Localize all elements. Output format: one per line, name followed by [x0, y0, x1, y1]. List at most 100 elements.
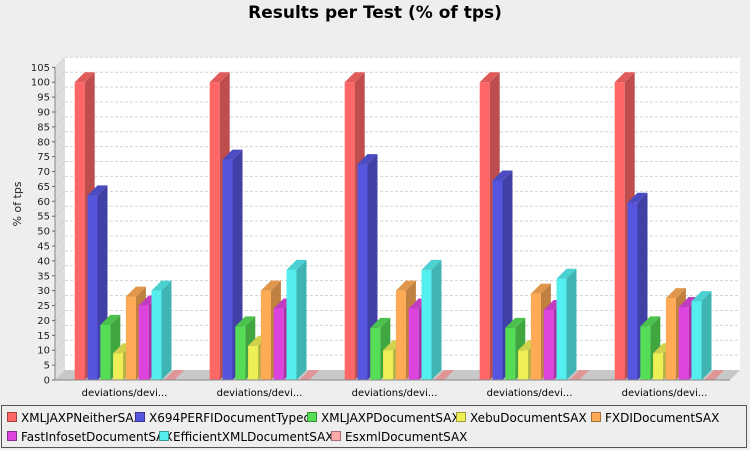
bar-top: [569, 370, 590, 380]
bar-front: [370, 327, 381, 380]
bar-top: [640, 316, 661, 327]
bar-top: [222, 149, 243, 160]
bar-front: [344, 82, 355, 380]
chart-title: Results per Test (% of tps): [248, 3, 502, 23]
bar-front: [691, 301, 702, 380]
bar-top: [614, 72, 635, 83]
bar-front: [530, 293, 541, 380]
y-tick-label: 5: [44, 361, 50, 372]
gridline-side: [54, 131, 66, 143]
y-tick-label: 10: [37, 346, 50, 357]
gridline-side: [54, 339, 66, 351]
bar-front: [614, 82, 625, 380]
gridline-side: [54, 190, 66, 202]
gridline-side: [54, 265, 66, 277]
bar-front: [678, 307, 689, 380]
bar-front: [479, 82, 490, 380]
gridline-side: [54, 161, 66, 172]
legend-label: XMLJAXPNeitherSAX: [21, 411, 142, 425]
bar-front: [209, 82, 220, 380]
gridline-side: [54, 324, 66, 336]
bar-top: [125, 286, 146, 297]
bar-front: [235, 326, 246, 380]
bar-top: [260, 280, 281, 291]
bar-front: [556, 278, 567, 380]
bar-top: [357, 154, 378, 165]
bar-front: [421, 269, 432, 380]
legend-label: EsxmlDocumentSAX: [345, 430, 468, 444]
bar-top: [286, 259, 307, 270]
y-tick-label: 35: [37, 271, 50, 282]
y-axis: 0 5 10 15 20 25 30 35 40 45 50 55 60 65 70 75 80 85 90 95 10…: [31, 63, 56, 387]
bar-top: [235, 316, 256, 327]
legend: XMLJAXPNeitherSAX X694PERFIDocumentTyped X…: [1, 405, 747, 448]
legend-label: FXDIDocumentSAX: [605, 411, 720, 425]
bar-top: [209, 72, 230, 83]
x-tick-label: deviations/devi...: [82, 388, 168, 399]
y-tick-label: 95: [37, 93, 50, 104]
gridline-side: [54, 220, 66, 232]
y-tick-label: 15: [37, 331, 50, 342]
bar-top: [691, 291, 712, 302]
bar-side: [701, 291, 712, 380]
gridline-side: [54, 116, 66, 128]
bar-EsxmlDocumentSAX-5: [704, 370, 725, 380]
bar-front: [260, 290, 271, 380]
bar-EsxmlDocumentSAX-4: [569, 370, 590, 380]
y-tick-label: 50: [37, 227, 50, 238]
gridline-side: [54, 56, 66, 68]
bar-EsxmlDocumentSAX-1: [164, 370, 185, 380]
y-tick-label: 25: [37, 301, 50, 312]
bar-front: [87, 195, 98, 380]
legend-item-EfficientXMLDocumentSAX: EfficientXMLDocumentSAX: [159, 430, 334, 444]
bar-EfficientXMLDocumentSAX-3: [421, 259, 442, 380]
bar-front: [505, 327, 516, 380]
plot-side-wall: [55, 57, 65, 381]
y-tick-label: 65: [37, 182, 50, 193]
bar-EsxmlDocumentSAX-3: [434, 370, 455, 380]
y-tick-label: 75: [37, 152, 50, 163]
legend-item-EsxmlDocumentSAX: EsxmlDocumentSAX: [331, 430, 467, 444]
bar-top: [530, 283, 551, 294]
bar-side: [431, 259, 442, 380]
legend-label: XMLJAXPDocumentSAX: [321, 411, 460, 425]
bar-top: [665, 288, 686, 299]
bar-chart: 0 5 10 15 20 25 30 35 40 45 50 55 60 65 70 75 80 85 90 95 10…: [11, 56, 740, 399]
legend-label: FastInfosetDocumentSAX: [21, 430, 173, 444]
legend-item-FXDIDocumentSAX: FXDIDocumentSAX: [591, 411, 719, 425]
bar-top: [370, 317, 391, 328]
bar-top: [704, 370, 725, 380]
y-tick-label: 80: [37, 137, 50, 148]
bar-front: [100, 324, 111, 380]
legend-swatch: [456, 412, 466, 422]
legend-swatch: [135, 412, 145, 422]
bar-front: [113, 353, 124, 380]
gridline-side: [54, 176, 66, 187]
y-tick-label: 20: [37, 316, 50, 327]
bar-top: [421, 259, 442, 270]
y-tick-label: 70: [37, 167, 50, 178]
x-tick-label: deviations/devi...: [487, 388, 573, 399]
gridline-side: [54, 354, 66, 366]
y-tick-label: 45: [37, 241, 50, 252]
legend-item-XMLJAXPDocumentSAX: XMLJAXPDocumentSAX: [307, 411, 460, 425]
x-axis: deviations/devi... deviations/devi... devi…: [55, 379, 730, 399]
legend-swatch: [307, 412, 317, 422]
bar-EsxmlDocumentSAX-2: [299, 370, 320, 380]
bar-top: [100, 314, 121, 325]
bar-front: [286, 269, 297, 380]
bar-EfficientXMLDocumentSAX-1: [151, 280, 172, 380]
bar-top: [434, 370, 455, 380]
y-tick-label: 105: [31, 63, 50, 74]
gridline-side: [54, 86, 66, 98]
bar-front: [383, 350, 394, 380]
bar-front: [543, 310, 554, 380]
legend-swatch: [7, 412, 17, 422]
legend-item-X694PERFIDocumentTyped: X694PERFIDocumentTyped: [135, 411, 311, 425]
bar-top: [87, 185, 108, 196]
legend-swatch: [159, 431, 169, 441]
gridline-side: [54, 101, 66, 113]
gridline-side: [54, 310, 66, 321]
y-tick-label: 100: [31, 78, 50, 89]
bar-front: [640, 326, 651, 380]
